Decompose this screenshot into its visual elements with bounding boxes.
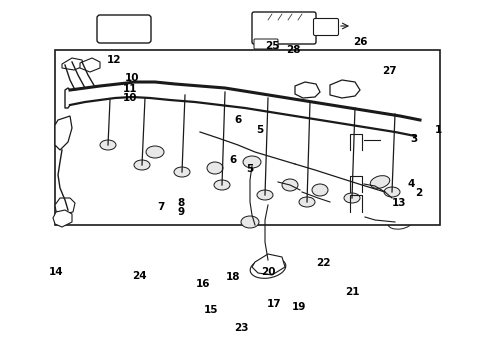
Ellipse shape xyxy=(282,179,298,191)
Text: 28: 28 xyxy=(286,45,300,55)
Text: 3: 3 xyxy=(411,134,417,144)
Text: 25: 25 xyxy=(265,41,279,51)
Text: 5: 5 xyxy=(256,125,263,135)
Ellipse shape xyxy=(370,176,390,188)
Polygon shape xyxy=(330,80,360,98)
Polygon shape xyxy=(295,82,320,98)
Ellipse shape xyxy=(314,71,326,81)
Ellipse shape xyxy=(174,167,190,177)
Ellipse shape xyxy=(243,156,261,168)
Ellipse shape xyxy=(287,69,303,83)
Polygon shape xyxy=(162,62,218,78)
Text: 6: 6 xyxy=(229,155,236,165)
Polygon shape xyxy=(264,160,288,174)
Ellipse shape xyxy=(134,160,150,170)
Text: 17: 17 xyxy=(267,299,282,309)
Ellipse shape xyxy=(384,187,400,197)
Text: 21: 21 xyxy=(345,287,360,297)
Text: 7: 7 xyxy=(157,202,165,212)
Text: 12: 12 xyxy=(107,55,122,65)
Polygon shape xyxy=(62,58,84,70)
FancyBboxPatch shape xyxy=(349,133,365,151)
Text: 2: 2 xyxy=(416,188,422,198)
Ellipse shape xyxy=(100,140,116,150)
Ellipse shape xyxy=(239,156,267,184)
Text: 13: 13 xyxy=(392,198,407,208)
Ellipse shape xyxy=(214,180,230,190)
Text: 10: 10 xyxy=(122,93,137,103)
Text: 6: 6 xyxy=(234,114,241,125)
Text: 11: 11 xyxy=(122,84,137,94)
Ellipse shape xyxy=(231,148,275,192)
Ellipse shape xyxy=(239,116,267,144)
Text: 26: 26 xyxy=(353,37,368,48)
Ellipse shape xyxy=(312,184,328,196)
Ellipse shape xyxy=(322,128,350,156)
Ellipse shape xyxy=(344,193,360,203)
Text: 14: 14 xyxy=(49,267,64,277)
Text: 8: 8 xyxy=(178,198,185,208)
Ellipse shape xyxy=(314,162,358,206)
Polygon shape xyxy=(160,90,218,106)
Text: 22: 22 xyxy=(316,258,331,268)
Ellipse shape xyxy=(260,69,276,83)
Polygon shape xyxy=(264,120,288,134)
Polygon shape xyxy=(165,194,220,214)
Text: 15: 15 xyxy=(203,305,218,315)
Bar xyxy=(55,50,440,225)
Ellipse shape xyxy=(299,197,315,207)
Text: 5: 5 xyxy=(246,164,253,174)
Polygon shape xyxy=(55,198,75,214)
FancyBboxPatch shape xyxy=(252,12,316,44)
Text: 4: 4 xyxy=(408,179,416,189)
Polygon shape xyxy=(175,156,230,182)
Ellipse shape xyxy=(182,210,206,224)
Text: 20: 20 xyxy=(261,267,276,277)
Ellipse shape xyxy=(207,162,223,174)
Polygon shape xyxy=(242,65,335,85)
Ellipse shape xyxy=(314,120,358,164)
Text: 10: 10 xyxy=(125,73,140,84)
Text: 27: 27 xyxy=(382,66,397,76)
FancyBboxPatch shape xyxy=(254,39,278,49)
Ellipse shape xyxy=(322,170,350,198)
Polygon shape xyxy=(175,116,230,142)
Ellipse shape xyxy=(257,190,273,200)
Polygon shape xyxy=(158,76,218,92)
Text: 18: 18 xyxy=(225,272,240,282)
FancyBboxPatch shape xyxy=(314,18,339,36)
FancyBboxPatch shape xyxy=(97,15,151,43)
Ellipse shape xyxy=(250,258,286,278)
Ellipse shape xyxy=(166,210,190,224)
FancyBboxPatch shape xyxy=(349,175,365,193)
Text: 16: 16 xyxy=(196,279,211,289)
Text: 23: 23 xyxy=(234,323,248,333)
Ellipse shape xyxy=(386,194,406,206)
Text: 24: 24 xyxy=(132,271,147,282)
Ellipse shape xyxy=(231,108,275,152)
Polygon shape xyxy=(55,116,72,150)
Text: 9: 9 xyxy=(178,207,185,217)
Text: 19: 19 xyxy=(292,302,306,312)
Polygon shape xyxy=(252,254,285,275)
Ellipse shape xyxy=(241,216,259,228)
Ellipse shape xyxy=(146,146,164,158)
Ellipse shape xyxy=(388,217,412,229)
Polygon shape xyxy=(338,152,368,163)
Text: 1: 1 xyxy=(435,125,442,135)
Polygon shape xyxy=(80,58,100,72)
Polygon shape xyxy=(53,210,72,227)
